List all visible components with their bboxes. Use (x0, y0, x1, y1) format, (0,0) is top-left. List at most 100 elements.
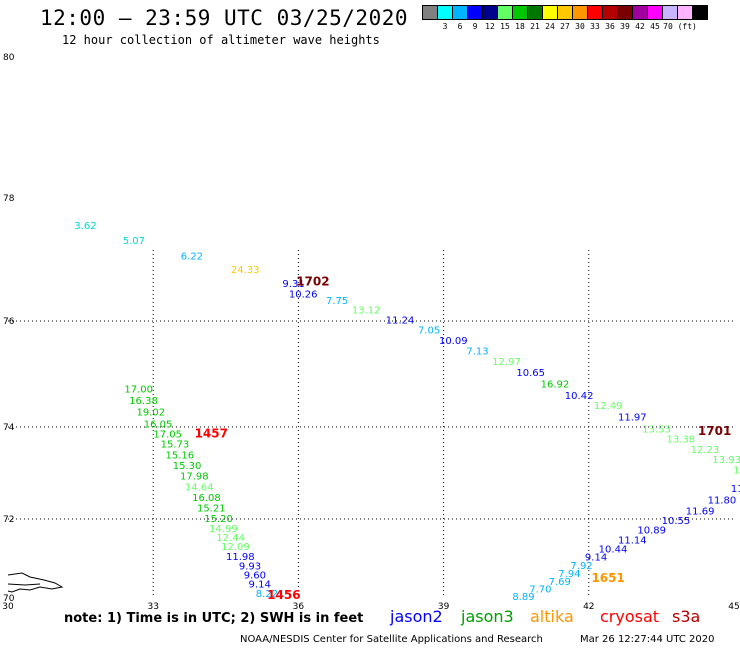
longitude-label: 36 (293, 602, 305, 612)
wave-height-value: 9.14 (585, 552, 607, 563)
longitude-label: 39 (438, 602, 450, 612)
wave-height-value: 9.60 (244, 571, 266, 582)
wave-height-value: 7.69 (549, 577, 571, 588)
wave-height-value: 7.94 (558, 569, 580, 580)
wave-height-value: 10.09 (439, 336, 468, 347)
wave-height-value: 13.53 (642, 425, 671, 436)
wave-height-value: 10.42 (565, 391, 594, 402)
wave-height-value: 17.05 (153, 430, 182, 441)
color-scale-label: 45 (650, 22, 660, 31)
pass-time-label: 1651 (591, 571, 624, 585)
color-scale-label: 12 (485, 22, 495, 31)
wave-height-value: 16.08 (192, 493, 221, 504)
color-scale-label: 30 (575, 22, 585, 31)
wave-height-value: 12. (733, 465, 740, 476)
latitude-label: 74 (3, 423, 15, 433)
wave-height-value: 10.26 (289, 290, 318, 301)
color-scale-label: 15 (500, 22, 510, 31)
wave-height-value: 5.07 (123, 236, 145, 247)
color-scale-label: 6 (457, 22, 463, 31)
color-scale-label: 3 (442, 22, 448, 31)
wave-height-value: 3.62 (74, 221, 96, 232)
color-scale-label: 21 (530, 22, 540, 31)
wave-height-value: 24.33 (231, 265, 260, 276)
longitude-label: 30 (2, 602, 14, 612)
wave-height-value: 14.99 (209, 524, 238, 535)
wave-height-value: 15.73 (161, 440, 190, 451)
color-scale-label: 9 (472, 22, 478, 31)
latitude-label: 78 (3, 194, 15, 204)
longitude-label: 42 (583, 602, 594, 612)
wave-height-value: 15.21 (197, 504, 226, 515)
wave-height-value: 9.31 (282, 279, 304, 290)
wave-height-value: 15.20 (204, 514, 233, 525)
wave-height-value: 11.14 (618, 535, 647, 546)
wave-height-value: 7.75 (326, 296, 348, 307)
coastline (7, 572, 64, 593)
wave-height-value: 15.30 (173, 461, 202, 472)
wave-height-value: 17.98 (180, 471, 209, 482)
wave-height-value: 16.92 (541, 379, 570, 390)
pass-time-label: 1701 (698, 424, 731, 438)
wave-height-value: 17.00 (124, 385, 153, 396)
color-scale-labels: 3 6 9 12 15 18 21 24 27 30 33 36 39 42 45 70 (ft) (422, 22, 740, 34)
wave-height-value: 13.93 (712, 455, 740, 466)
satellite-legend-jason3: jason3 (461, 607, 514, 626)
wave-height-value: 10.89 (637, 526, 666, 537)
wave-height-value: 12.09 (221, 542, 250, 553)
pass-time-label: 1457 (195, 427, 228, 441)
longitude-label: 45 (728, 602, 739, 612)
satellite-legend-jason2: jason2 (390, 607, 443, 626)
wave-height-value: 11.24 (386, 316, 415, 327)
color-scale-label: 42 (635, 22, 645, 31)
wave-height-value: 14.64 (185, 482, 214, 493)
wave-height-value: 12.23 (691, 445, 720, 456)
wave-height-value: 7.13 (466, 346, 488, 357)
color-swatch (692, 5, 708, 20)
latitude-label: 70 (3, 594, 15, 604)
satellite-legend-cryosat: cryosat (600, 607, 660, 626)
wave-height-value: 11.97 (618, 413, 647, 424)
wave-height-value: 11.98 (226, 552, 255, 563)
generation-timestamp: Mar 26 12:27:44 UTC 2020 (580, 634, 715, 645)
longitude-label: 33 (147, 602, 158, 612)
wave-height-value: 12.97 (492, 357, 521, 368)
wave-height-value: 10.44 (599, 545, 628, 556)
map-subtitle: 12 hour collection of altimeter wave hei… (62, 33, 380, 47)
wave-height-value: 10.55 (662, 516, 691, 527)
wave-height-value: 11.80 (708, 495, 737, 506)
wave-height-value: 9.14 (249, 579, 271, 590)
wave-height-value: 10.65 (516, 368, 545, 379)
pass-time-label: 1702 (296, 274, 329, 288)
color-scale-label: 33 (590, 22, 600, 31)
wave-height-value: 15.16 (165, 450, 194, 461)
wave-height-value: 12.44 (216, 533, 245, 544)
color-scale-label: 27 (560, 22, 570, 31)
wave-height-value: 19.02 (136, 407, 165, 418)
wave-height-value: 16.38 (129, 396, 158, 407)
color-scale-label: 70 (ft) (663, 22, 697, 31)
latitude-label: 76 (3, 317, 15, 327)
footnote: note: 1) Time is in UTC; 2) SWH is in fe… (64, 611, 364, 626)
map-title: 12:00 – 23:59 UTC 03/25/2020 (40, 6, 409, 30)
wave-height-value: 7.70 (529, 584, 551, 595)
wave-height-value: 12.49 (594, 401, 623, 412)
color-scale-label: 18 (515, 22, 525, 31)
wave-height-value: 9.93 (239, 562, 261, 573)
wave-height-value: 8.89 (512, 592, 534, 603)
wave-height-value: 11.69 (686, 506, 715, 517)
color-scale-label: 36 (605, 22, 615, 31)
credit-text: NOAA/NESDIS Center for Satellite Applica… (240, 634, 543, 645)
wave-height-value: 13.12 (352, 306, 381, 317)
color-scale-label: 39 (620, 22, 630, 31)
wave-height-value: 13.38 (666, 435, 695, 446)
wave-height-value: 7.92 (570, 561, 592, 572)
satellite-legend-altika: altika (530, 607, 574, 626)
latitude-label: 80 (3, 53, 15, 63)
wave-height-value: 7.05 (418, 326, 440, 337)
wave-height-value: 16.05 (144, 419, 173, 430)
wave-height-value: 6.22 (181, 252, 203, 263)
color-scale-legend (422, 5, 708, 20)
coastline (7, 583, 41, 586)
